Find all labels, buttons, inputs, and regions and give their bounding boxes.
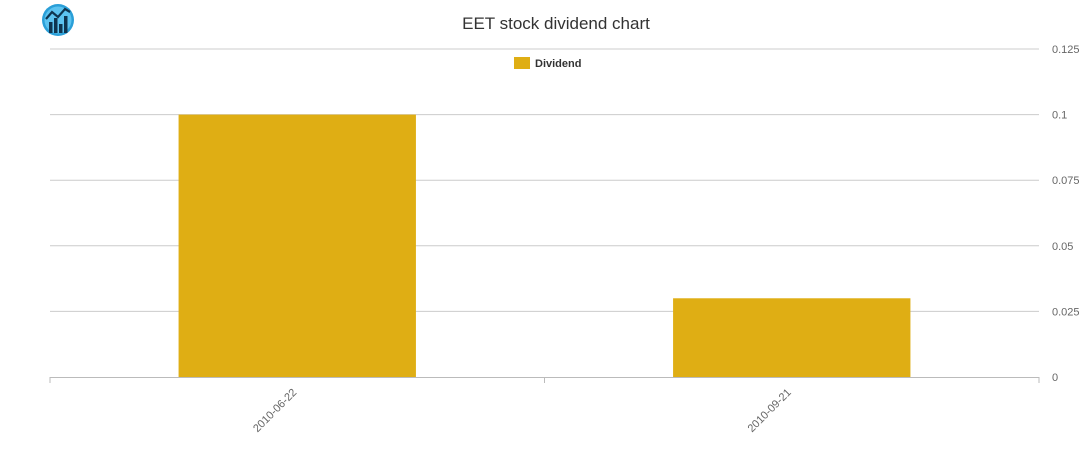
legend: Dividend (514, 57, 581, 70)
y-tick-label: 0 (1052, 372, 1058, 384)
legend-swatch (514, 57, 530, 69)
bars (178, 114, 911, 377)
y-tick-label: 0.05 (1052, 241, 1073, 253)
legend-label: Dividend (535, 58, 581, 70)
y-axis: 0 0.025 0.05 0.075 0.1 0.125 (1052, 44, 1080, 384)
y-tick-label: 0.125 (1052, 44, 1080, 56)
y-tick-label: 0.025 (1052, 306, 1080, 318)
x-tick-label: 2010-09-21 (746, 387, 794, 435)
y-tick-label: 0.075 (1052, 175, 1080, 187)
chart-title: EET stock dividend chart (462, 14, 650, 33)
y-tick-label: 0.1 (1052, 110, 1067, 122)
chart-logo-icon (42, 4, 74, 36)
x-tick-label: 2010-06-22 (251, 387, 299, 435)
bar-2010-09-21 (673, 298, 911, 377)
x-axis: 2010-06-22 2010-09-21 (49, 377, 1040, 435)
bar-2010-06-22 (178, 114, 416, 377)
